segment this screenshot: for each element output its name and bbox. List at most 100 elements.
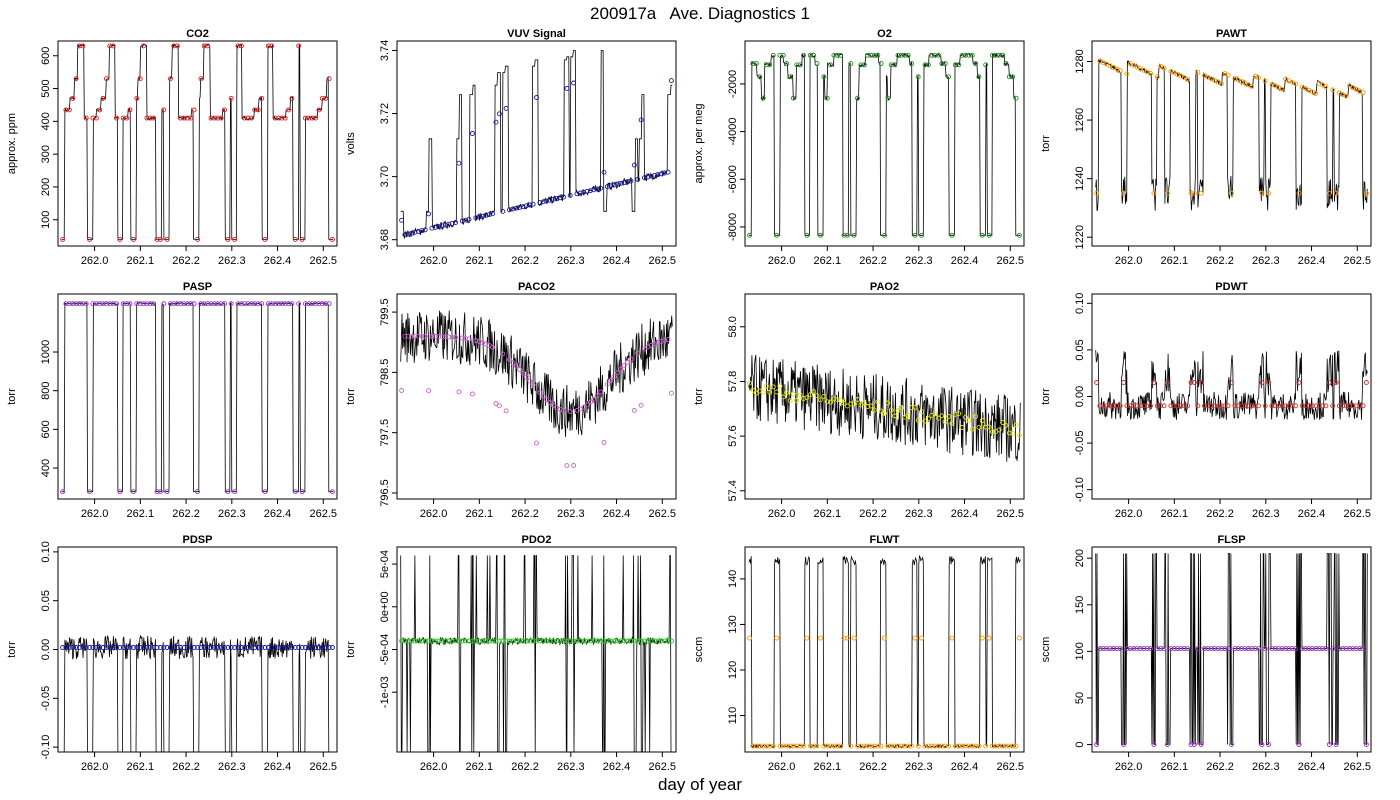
- data-point: [222, 301, 227, 307]
- data-point: [232, 236, 238, 242]
- data-point: [399, 638, 405, 644]
- x-tick-label: 262.3: [557, 761, 585, 773]
- data-point: [1191, 742, 1197, 747]
- data-point: [973, 414, 979, 419]
- data-point: [949, 635, 955, 641]
- data-point: [841, 635, 847, 641]
- data-point: [201, 645, 207, 650]
- data-point: [1242, 403, 1248, 409]
- data-point: [279, 115, 285, 121]
- data-point: [658, 638, 664, 644]
- x-tick-label: 262.3: [905, 255, 933, 267]
- data-point: [164, 236, 170, 242]
- data-point: [851, 635, 857, 641]
- data-point: [885, 400, 891, 406]
- data-point: [530, 638, 536, 644]
- data-point: [63, 645, 69, 650]
- data-point: [641, 175, 647, 181]
- data-point: [838, 743, 844, 749]
- data-point: [446, 334, 452, 340]
- data-point: [1171, 403, 1177, 409]
- panel-flsp: FLSP sccm 0 50 100 150 200 262.0 262.1 262.2 262.3…: [1040, 534, 1372, 773]
- data-point: [594, 393, 600, 399]
- data-point: [309, 301, 315, 307]
- data-point: [1151, 190, 1157, 196]
- data-point: [399, 217, 405, 223]
- data-point: [1094, 742, 1100, 747]
- data-point: [405, 333, 411, 339]
- data-point: [628, 356, 634, 362]
- data-point: [181, 645, 187, 650]
- data-point: [439, 223, 445, 229]
- data-point: [577, 638, 583, 644]
- data-point: [174, 301, 180, 307]
- data-point: [1336, 403, 1342, 409]
- data-point: [103, 645, 109, 650]
- data-point: [110, 43, 116, 49]
- data-point: [1178, 403, 1184, 409]
- data-point: [611, 182, 617, 188]
- data-point: [1181, 646, 1187, 652]
- y-tick-label: 57.6: [727, 425, 739, 446]
- data-point: [584, 638, 590, 644]
- panel-pdo2: PDO2 torr -1e-03 -5e-04 0e+00 5e-04 262.0 262.1…: [345, 534, 677, 773]
- data-point: [601, 440, 607, 445]
- data-point: [898, 743, 904, 749]
- x-tick-label: 262.3: [557, 255, 585, 267]
- data-point: [238, 645, 244, 650]
- y-tick-label: 0.05: [1074, 339, 1086, 360]
- data-point: [1293, 403, 1299, 409]
- data-point: [1124, 403, 1130, 409]
- data-point: [641, 638, 647, 644]
- data-point: [1003, 743, 1009, 749]
- data-point: [821, 743, 827, 749]
- data-point: [473, 215, 479, 221]
- x-tick-label: 262.4: [951, 761, 979, 773]
- data-point: [807, 743, 813, 749]
- data-point: [137, 76, 143, 82]
- data-point: [658, 171, 664, 177]
- data-point: [147, 301, 153, 307]
- y-tick-label: 797.5: [379, 419, 391, 447]
- data-point: [608, 183, 614, 189]
- panel-title: VUV Signal: [507, 28, 566, 40]
- data-point: [909, 743, 914, 749]
- data-point: [249, 115, 254, 121]
- data-point: [181, 115, 187, 121]
- data-point: [453, 638, 458, 644]
- data-point: [608, 377, 614, 383]
- data-point: [547, 400, 553, 405]
- x-tick-label: 262.4: [951, 508, 979, 520]
- data-point: [422, 638, 428, 644]
- data-point: [1094, 190, 1100, 196]
- data-point: [1134, 646, 1140, 652]
- data-point: [503, 638, 509, 644]
- data-point: [902, 743, 908, 749]
- data-point: [500, 208, 506, 214]
- y-tick-label: 0.05: [40, 590, 52, 611]
- data-point: [790, 391, 796, 397]
- data-point: [480, 638, 485, 644]
- data-point: [1283, 646, 1288, 652]
- data-point: [520, 638, 526, 644]
- data-point: [235, 43, 241, 49]
- data-point: [919, 232, 925, 238]
- data-point: [466, 638, 472, 644]
- data-point: [1293, 646, 1299, 652]
- x-tick-label: 262.2: [511, 508, 539, 520]
- data-point: [402, 333, 408, 339]
- data-point: [1363, 742, 1369, 747]
- data-point: [1000, 52, 1006, 58]
- data-point: [1296, 380, 1302, 385]
- data-point: [1225, 403, 1231, 409]
- data-point: [1283, 403, 1288, 409]
- data-point: [426, 388, 432, 394]
- data-point: [571, 80, 577, 86]
- data-point: [483, 212, 489, 218]
- data-point: [747, 635, 753, 641]
- data-point: [73, 645, 79, 650]
- data-point: [993, 743, 999, 749]
- plot-frame: [57, 293, 338, 500]
- data-point: [1195, 69, 1201, 75]
- data-point: [1124, 71, 1130, 77]
